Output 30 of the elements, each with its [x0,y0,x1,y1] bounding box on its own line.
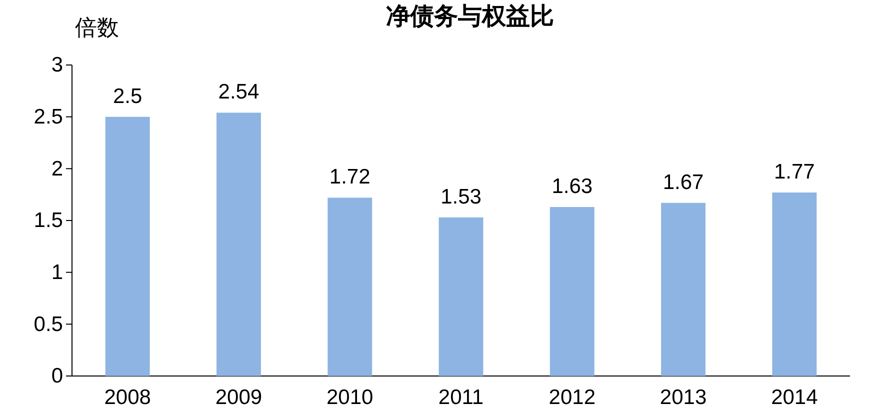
bar [328,198,372,376]
data-label: 1.53 [440,185,482,208]
data-label: 2.5 [112,84,142,108]
y-axis-title: 倍数 [75,15,119,40]
y-tick-label: 0 [51,364,63,388]
bar [661,202,706,376]
x-tick-label: 2013 [660,386,707,410]
y-tick-label: 0.5 [34,312,63,336]
x-tick-label: 2010 [326,386,374,410]
bar [216,112,261,376]
x-tick-label: 2009 [215,386,262,410]
x-tick-label: 2014 [771,386,818,410]
bar [550,207,594,376]
y-tick-label: 1.5 [34,209,63,232]
bar [105,116,150,376]
y-tick-label: 2.5 [34,106,63,129]
bar [438,217,484,376]
data-label: 2.54 [218,80,260,104]
bar [772,192,817,376]
data-label: 1.63 [552,175,593,198]
chart-title: 净债务与权益比 [386,3,554,30]
data-label: 1.67 [662,170,704,194]
data-label: 1.72 [329,166,370,189]
y-tick-label: 1 [51,261,63,284]
y-tick-label: 2 [51,157,63,180]
x-tick-label: 2012 [548,386,596,410]
x-tick-label: 2008 [104,386,151,410]
data-label: 1.77 [774,160,815,184]
y-tick-label: 3 [51,54,63,77]
x-tick-label: 2011 [438,386,484,410]
